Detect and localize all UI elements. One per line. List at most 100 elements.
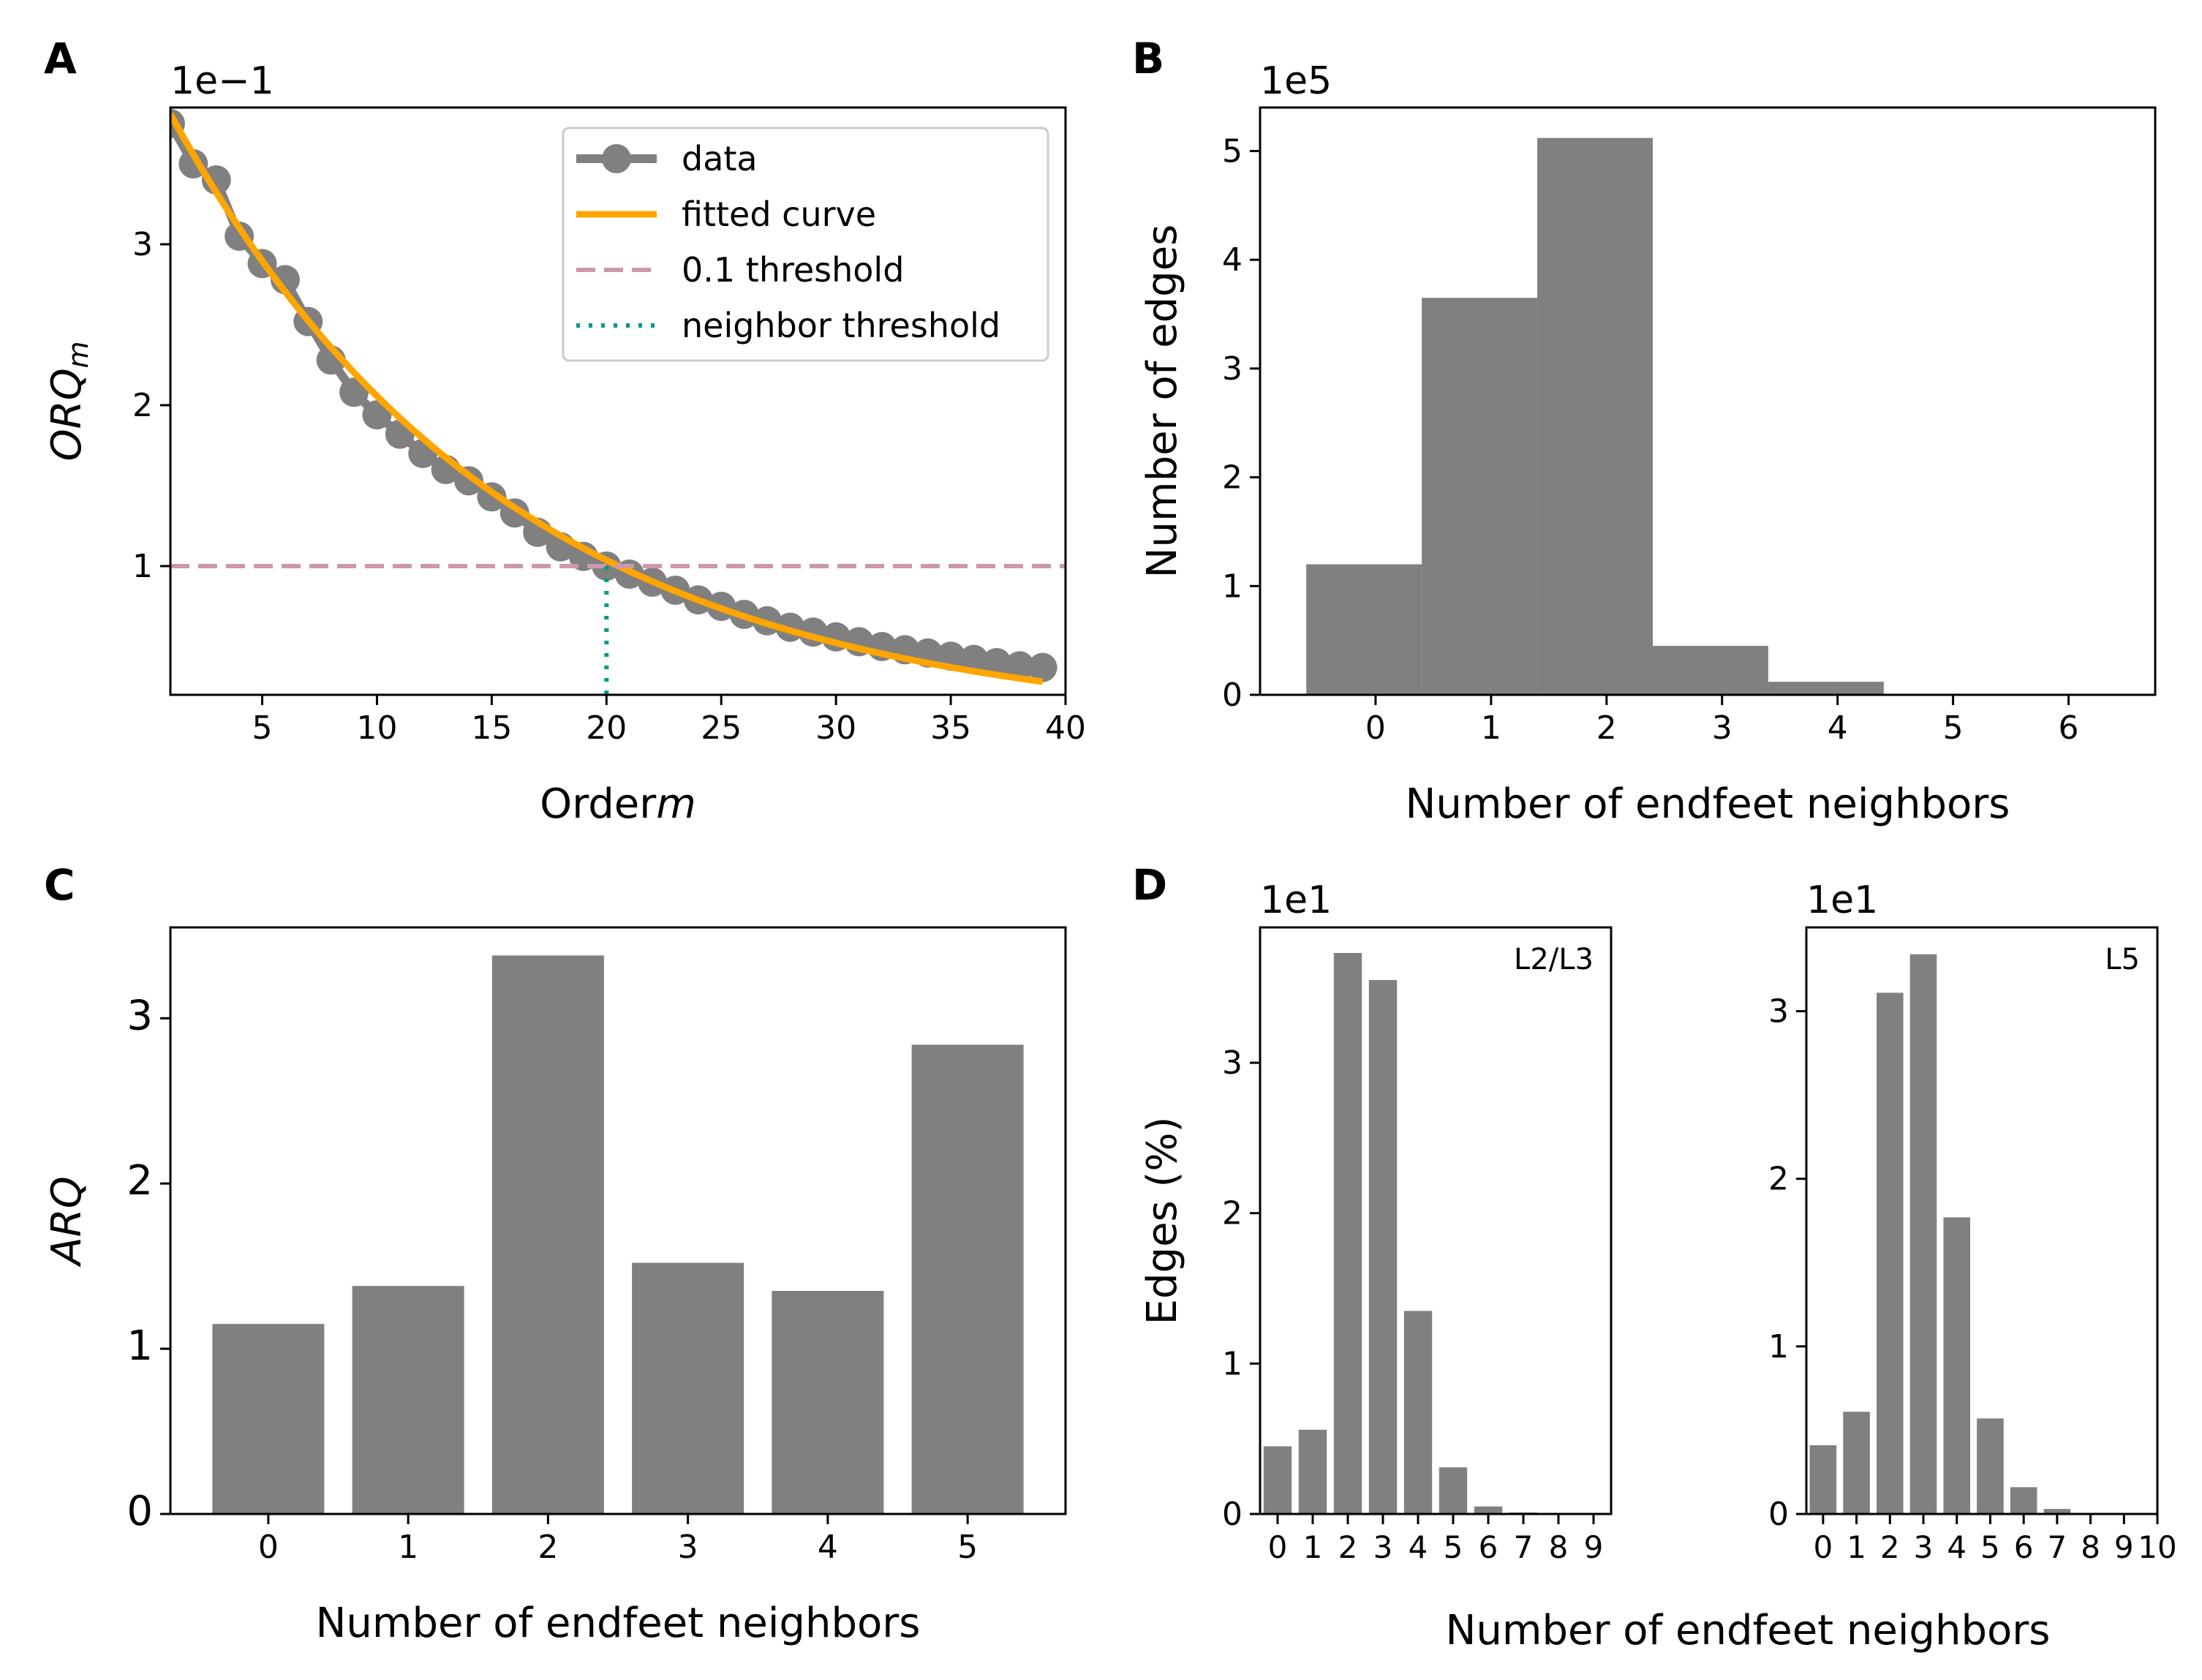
bar (1977, 1418, 2004, 1514)
x-tick-label: 15 (471, 709, 512, 747)
layer-label: L5 (2105, 943, 2140, 976)
y-tick-label: 3 (132, 226, 153, 263)
data-point (201, 165, 231, 195)
x-tick-label: 4 (1828, 709, 1848, 747)
layer-label: L2/L3 (1514, 943, 1594, 976)
y-offset-label: 1e5 (1260, 59, 1332, 103)
x-tick-label: 7 (1514, 1529, 1534, 1565)
x-tick-label: 5 (252, 709, 273, 747)
panel-c-bar-chart: 0 1 2 3 4 5 0 1 2 3 Number of endfeet neighbors ARQ (43, 926, 1067, 1647)
x-tick-label: 0 (1813, 1529, 1833, 1565)
plot-frame (1259, 106, 2157, 696)
panel-a-line-chart: 5 10 15 20 25 30 35 401231e−1OrdermORQmdatafitt… (43, 59, 1086, 828)
y-tick-label: 3 (1222, 350, 1243, 388)
data-point (1005, 651, 1035, 681)
y-tick-label: 2 (127, 1157, 153, 1205)
y-axis-label-sub: m (62, 341, 94, 368)
x-tick-label: 4 (1409, 1529, 1428, 1565)
x-tick-label: 3 (1914, 1529, 1934, 1565)
bar (1843, 1412, 1870, 1514)
legend-label: 0.1 threshold (682, 250, 904, 290)
bar (1403, 1311, 1433, 1514)
y-axis-label: Number of edges (1139, 225, 1186, 579)
x-tick-label: 1 (1481, 709, 1501, 747)
y-axis-label: Edges (%) (1139, 1117, 1186, 1325)
y-tick-label: 1 (1768, 1328, 1789, 1366)
y-tick-label: 4 (1222, 241, 1243, 279)
x-tick-label: 8 (2081, 1529, 2100, 1565)
x-tick-label: 4 (1947, 1529, 1967, 1565)
x-tick-label: 1 (1847, 1529, 1866, 1565)
bar (1909, 954, 1937, 1514)
x-tick-label: 0 (258, 1529, 279, 1566)
x-tick-label: 20 (586, 709, 627, 747)
bar (1306, 564, 1422, 695)
y-tick-label: 3 (1768, 993, 1789, 1031)
plot-area (170, 109, 1066, 695)
x-tick-label: 3 (1373, 1529, 1393, 1565)
legend-label: neighbor threshold (682, 306, 1000, 345)
panel-letter-c: C (44, 860, 75, 910)
x-tick-label: 9 (2114, 1529, 2134, 1565)
x-tick-label: 5 (957, 1529, 978, 1566)
x-tick-label: 4 (818, 1529, 838, 1566)
bar (2010, 1487, 2037, 1514)
y-axis-label-text: ORQ (43, 368, 91, 461)
y-offset-label: 1e1 (1806, 878, 1878, 922)
panel-b-bar-chart: 0 1 2 3 4 5 6 0 1 2 3 4 5 1e5 Number of endfeet neighb… (1139, 59, 2157, 828)
panel-letter-b: B (1132, 34, 1164, 83)
x-tick-label: 3 (1712, 709, 1732, 747)
y-tick-label: 3 (127, 992, 153, 1039)
y-tick-label: 1 (1222, 568, 1243, 605)
y-tick-label: 2 (132, 387, 153, 424)
bar (1263, 1446, 1292, 1514)
bar (632, 1262, 744, 1514)
x-tick-label: 9 (1584, 1529, 1604, 1565)
y-offset-label: 1e−1 (170, 59, 274, 103)
y-tick-label: 2 (1222, 1195, 1243, 1232)
x-tick-label: 8 (1549, 1529, 1569, 1565)
x-tick-label: 35 (930, 709, 971, 747)
x-tick-label: 2 (1880, 1529, 1900, 1565)
legend-box (562, 127, 1049, 362)
y-tick-label: 0 (1222, 677, 1243, 714)
data-point (339, 377, 369, 407)
bar (911, 1044, 1024, 1514)
bar (1943, 1217, 1970, 1514)
legend-label: fitted curve (682, 195, 876, 234)
x-tick-label: 2 (538, 1529, 558, 1566)
bar (491, 955, 604, 1514)
plot-frame (1259, 926, 1613, 1515)
x-tick-label: 0 (1268, 1529, 1288, 1565)
x-axis-label: Number of endfeet neighbors (316, 1600, 921, 1647)
y-tick-label: 5 (1222, 132, 1243, 170)
fitted-curve (170, 112, 1044, 685)
plot-frame (169, 926, 1067, 1515)
y-axis-label: ORQm (43, 341, 94, 461)
x-tick-label: 5 (1444, 1529, 1463, 1565)
bar (2043, 1509, 2071, 1514)
bar (1768, 682, 1884, 695)
y-tick-label: 0 (1222, 1496, 1243, 1533)
bar (1877, 992, 1904, 1514)
x-tick-label: 0 (1365, 709, 1386, 747)
y-tick-label: 2 (1768, 1161, 1789, 1198)
x-tick-label: 1 (1303, 1529, 1323, 1565)
data-point (1028, 652, 1057, 682)
panel-letter-a: A (44, 34, 77, 83)
x-tick-label: 2 (1596, 709, 1617, 747)
x-axis-label-text: Order (540, 780, 657, 828)
y-tick-label: 1 (132, 548, 153, 585)
x-axis-label: Orderm (540, 780, 696, 828)
y-tick-label: 0 (127, 1488, 153, 1535)
x-tick-label: 6 (2059, 709, 2079, 747)
bar (1537, 138, 1653, 696)
x-tick-label: 5 (1943, 709, 1964, 747)
y-tick-label: 3 (1222, 1044, 1243, 1082)
x-tick-label: 25 (701, 709, 742, 747)
legend-label: data (682, 139, 758, 178)
panel-letter-d: D (1132, 860, 1167, 910)
